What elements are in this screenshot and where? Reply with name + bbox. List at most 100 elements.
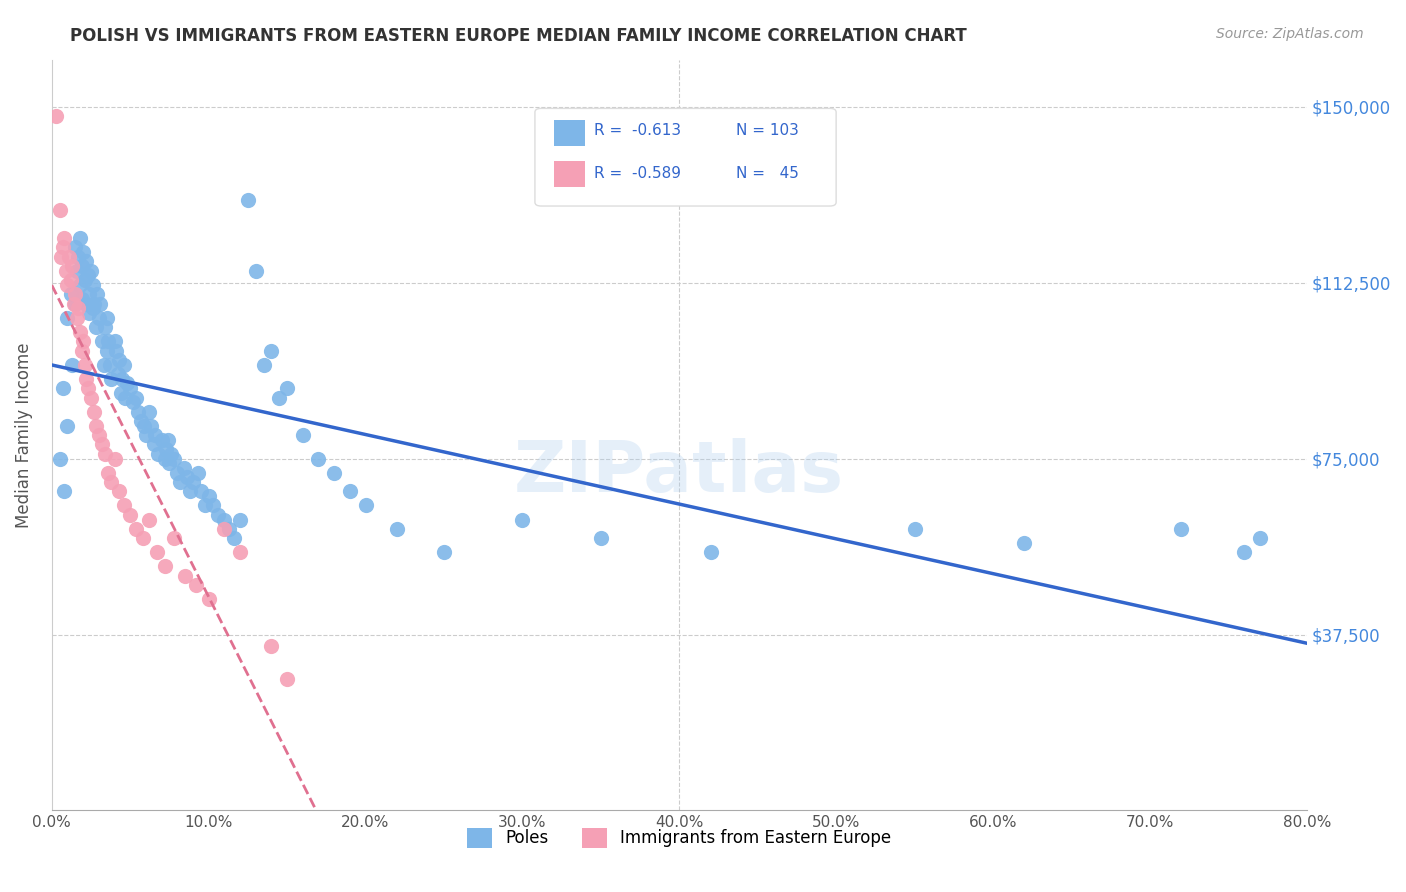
Poles (181, 475, 204, 489)
Poles (169, 475, 191, 489)
Poles (48, 451, 70, 466)
Poles (96, 310, 118, 325)
Poles (76, 268, 98, 283)
Text: POLISH VS IMMIGRANTS FROM EASTERN EUROPE MEDIAN FAMILY INCOME CORRELATION CHART: POLISH VS IMMIGRANTS FROM EASTERN EUROPE… (70, 27, 967, 45)
Poles (512, 512, 534, 526)
Immigrants from Eastern Europe (73, 358, 96, 372)
Immigrants from Eastern Europe (48, 202, 70, 217)
Poles (89, 296, 111, 310)
Poles (187, 466, 209, 480)
Immigrants from Eastern Europe (163, 531, 186, 545)
Poles (1170, 522, 1192, 536)
Poles (166, 466, 188, 480)
Text: N =   45: N = 45 (735, 166, 799, 181)
Poles (52, 381, 75, 395)
Poles (111, 372, 134, 386)
Poles (157, 456, 180, 470)
Poles (69, 231, 91, 245)
Poles (291, 428, 314, 442)
Poles (75, 296, 97, 310)
Immigrants from Eastern Europe (153, 559, 176, 574)
Immigrants from Eastern Europe (62, 296, 84, 310)
Immigrants from Eastern Europe (67, 301, 90, 316)
Poles (252, 358, 274, 372)
Poles (105, 343, 128, 358)
Poles (156, 433, 179, 447)
Poles (53, 484, 76, 499)
Poles (202, 499, 225, 513)
Immigrants from Eastern Europe (59, 273, 82, 287)
Poles (176, 470, 198, 484)
Legend: Poles, Immigrants from Eastern Europe: Poles, Immigrants from Eastern Europe (460, 821, 898, 855)
Immigrants from Eastern Europe (72, 334, 94, 348)
Poles (207, 508, 229, 522)
Poles (79, 306, 101, 320)
Poles (699, 545, 721, 559)
Immigrants from Eastern Europe (53, 231, 76, 245)
Poles (69, 277, 91, 292)
Poles (56, 310, 79, 325)
Poles (433, 545, 456, 559)
Poles (103, 334, 125, 348)
Immigrants from Eastern Europe (132, 531, 155, 545)
Poles (339, 484, 361, 499)
Immigrants from Eastern Europe (58, 250, 80, 264)
Immigrants from Eastern Europe (108, 484, 131, 499)
Poles (148, 447, 170, 461)
Poles (155, 442, 177, 457)
Text: N = 103: N = 103 (735, 123, 799, 138)
Poles (56, 418, 79, 433)
Poles (276, 381, 298, 395)
Immigrants from Eastern Europe (76, 381, 98, 395)
Poles (75, 254, 97, 268)
Poles (134, 418, 156, 433)
Poles (98, 358, 121, 372)
Bar (554, 161, 585, 187)
Poles (138, 404, 160, 418)
FancyBboxPatch shape (534, 109, 837, 206)
Bar (554, 120, 585, 146)
Poles (229, 512, 252, 526)
Immigrants from Eastern Europe (51, 250, 73, 264)
Poles (112, 358, 135, 372)
Poles (150, 433, 173, 447)
Immigrants from Eastern Europe (52, 240, 75, 254)
Immigrants from Eastern Europe (91, 437, 114, 451)
Poles (173, 461, 195, 475)
Poles (100, 372, 122, 386)
Poles (589, 531, 612, 545)
Poles (70, 259, 93, 273)
Poles (139, 418, 162, 433)
Poles (269, 391, 291, 405)
Poles (97, 334, 120, 348)
Poles (65, 296, 87, 310)
Poles (87, 310, 110, 325)
Immigrants from Eastern Europe (55, 264, 77, 278)
Poles (222, 531, 245, 545)
Poles (59, 287, 82, 301)
Poles (129, 414, 152, 428)
Immigrants from Eastern Europe (229, 545, 252, 559)
Text: ZIPatlаs: ZIPatlаs (515, 438, 845, 507)
Immigrants from Eastern Europe (103, 451, 125, 466)
Poles (135, 428, 157, 442)
Poles (1249, 531, 1271, 545)
Text: R =  -0.589: R = -0.589 (593, 166, 681, 181)
Immigrants from Eastern Europe (75, 372, 97, 386)
Poles (245, 264, 267, 278)
Poles (236, 194, 259, 208)
Poles (143, 428, 166, 442)
Poles (91, 334, 114, 348)
Poles (115, 376, 138, 391)
Poles (67, 250, 90, 264)
Immigrants from Eastern Europe (146, 545, 169, 559)
Immigrants from Eastern Europe (100, 475, 122, 489)
Poles (142, 437, 165, 451)
Immigrants from Eastern Europe (276, 672, 298, 686)
Poles (218, 522, 240, 536)
Poles (82, 277, 104, 292)
Poles (385, 522, 408, 536)
Poles (65, 240, 87, 254)
Poles (323, 466, 346, 480)
Poles (107, 367, 129, 381)
